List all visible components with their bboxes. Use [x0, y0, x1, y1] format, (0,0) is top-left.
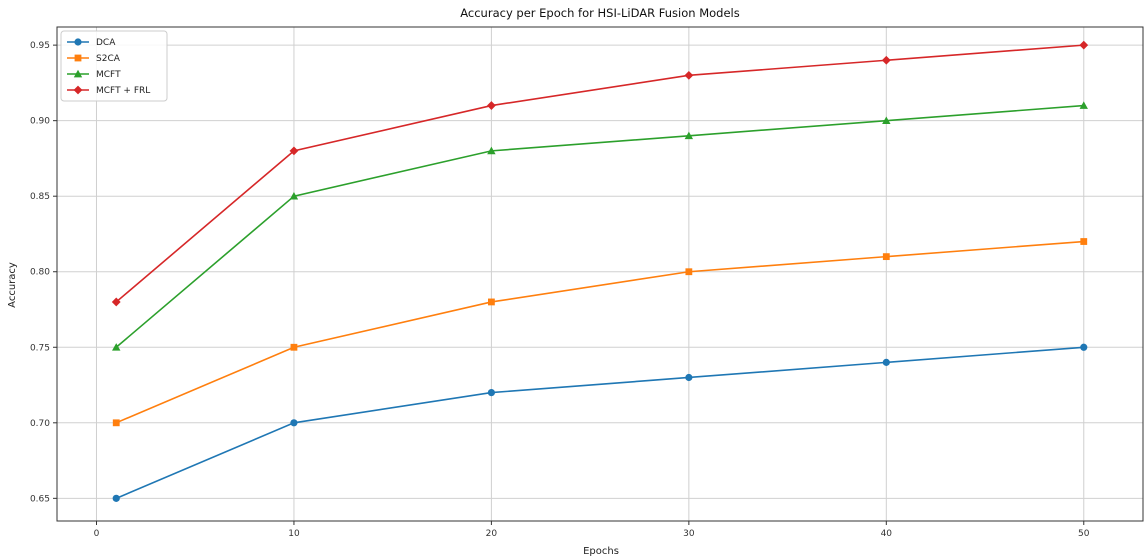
data-point-s2ca	[488, 298, 495, 306]
data-point-dca	[290, 419, 298, 427]
legend-item-mcft: MCFT	[67, 69, 121, 80]
data-point-mcft	[289, 191, 299, 200]
x-axis-ticks: 0 10 20 30 40 50	[94, 521, 1090, 539]
data-point-s2ca	[1080, 238, 1088, 245]
y-tick-label: 0.80	[30, 268, 50, 278]
data-point-s2ca	[685, 268, 693, 276]
data-point-mcft	[882, 116, 891, 125]
grid-lines	[57, 27, 1143, 521]
data-point-mcft-frl	[289, 146, 299, 156]
data-point-mcft-frl	[1079, 40, 1089, 50]
x-tick-label: 20	[486, 529, 498, 539]
series-mcft	[112, 101, 1088, 351]
legend-label-mcft-frl: MCFT + FRL	[96, 86, 150, 96]
x-tick-label: 50	[1078, 529, 1090, 539]
data-point-mcft-frl	[881, 55, 891, 65]
series-line-s2ca	[115, 240, 1084, 424]
data-point-mcft	[684, 131, 694, 140]
y-axis-ticks: 0.65 0.70 0.75 0.80 0.85 0.90 0.95	[30, 41, 57, 504]
y-tick-label: 0.75	[30, 343, 50, 353]
series-s2ca	[112, 238, 1088, 427]
data-point-dca	[112, 494, 120, 502]
legend-label-s2ca: S2CA	[96, 54, 121, 64]
legend: DCA S2CA MCFT MCFT + FRL	[60, 30, 168, 102]
series-layer	[111, 40, 1089, 502]
x-tick-label: 0	[94, 529, 100, 539]
data-point-dca	[882, 358, 890, 366]
data-point-s2ca	[112, 419, 120, 427]
legend-marker-dca	[74, 38, 82, 46]
data-point-mcft	[112, 343, 121, 351]
plot-area	[56, 26, 1144, 522]
series-dca	[112, 343, 1088, 502]
legend-item-s2ca: S2CA	[67, 54, 121, 64]
y-tick-label: 0.95	[30, 41, 50, 51]
legend-item-mcft-frl: MCFT + FRL	[67, 85, 150, 96]
legend-label-mcft: MCFT	[96, 70, 121, 80]
x-tick-label: 30	[683, 529, 695, 539]
x-axis-title: Epochs	[583, 546, 619, 557]
data-point-dca	[487, 388, 495, 397]
y-tick-label: 0.70	[30, 419, 50, 429]
legend-label-dca: DCA	[96, 38, 116, 48]
legend-marker-mcft-frl	[73, 85, 83, 95]
data-point-s2ca	[290, 343, 298, 351]
data-point-dca	[685, 373, 693, 382]
data-point-mcft-frl	[487, 101, 496, 110]
chart-title: Accuracy per Epoch for HSI-LiDAR Fusion …	[460, 6, 739, 20]
y-tick-label: 0.65	[30, 494, 50, 504]
series-mcft-frl	[111, 40, 1089, 307]
data-point-s2ca	[882, 253, 890, 261]
series-line-mcft-frl	[115, 44, 1084, 303]
x-tick-label: 10	[288, 529, 300, 539]
series-line-mcft	[115, 104, 1084, 348]
data-point-mcft	[1079, 101, 1088, 109]
data-point-mcft-frl	[684, 70, 694, 80]
series-line-dca	[115, 346, 1084, 500]
legend-item-dca: DCA	[67, 38, 116, 48]
legend-box	[60, 30, 168, 102]
y-tick-label: 0.90	[30, 117, 50, 127]
legend-marker-mcft	[73, 69, 83, 78]
data-point-mcft	[487, 146, 496, 155]
x-tick-label: 40	[881, 529, 893, 539]
legend-marker-s2ca	[74, 54, 82, 62]
y-tick-label: 0.85	[30, 192, 50, 202]
data-point-mcft-frl	[111, 297, 121, 307]
y-axis-title: Accuracy	[7, 262, 18, 308]
data-point-dca	[1080, 343, 1088, 351]
